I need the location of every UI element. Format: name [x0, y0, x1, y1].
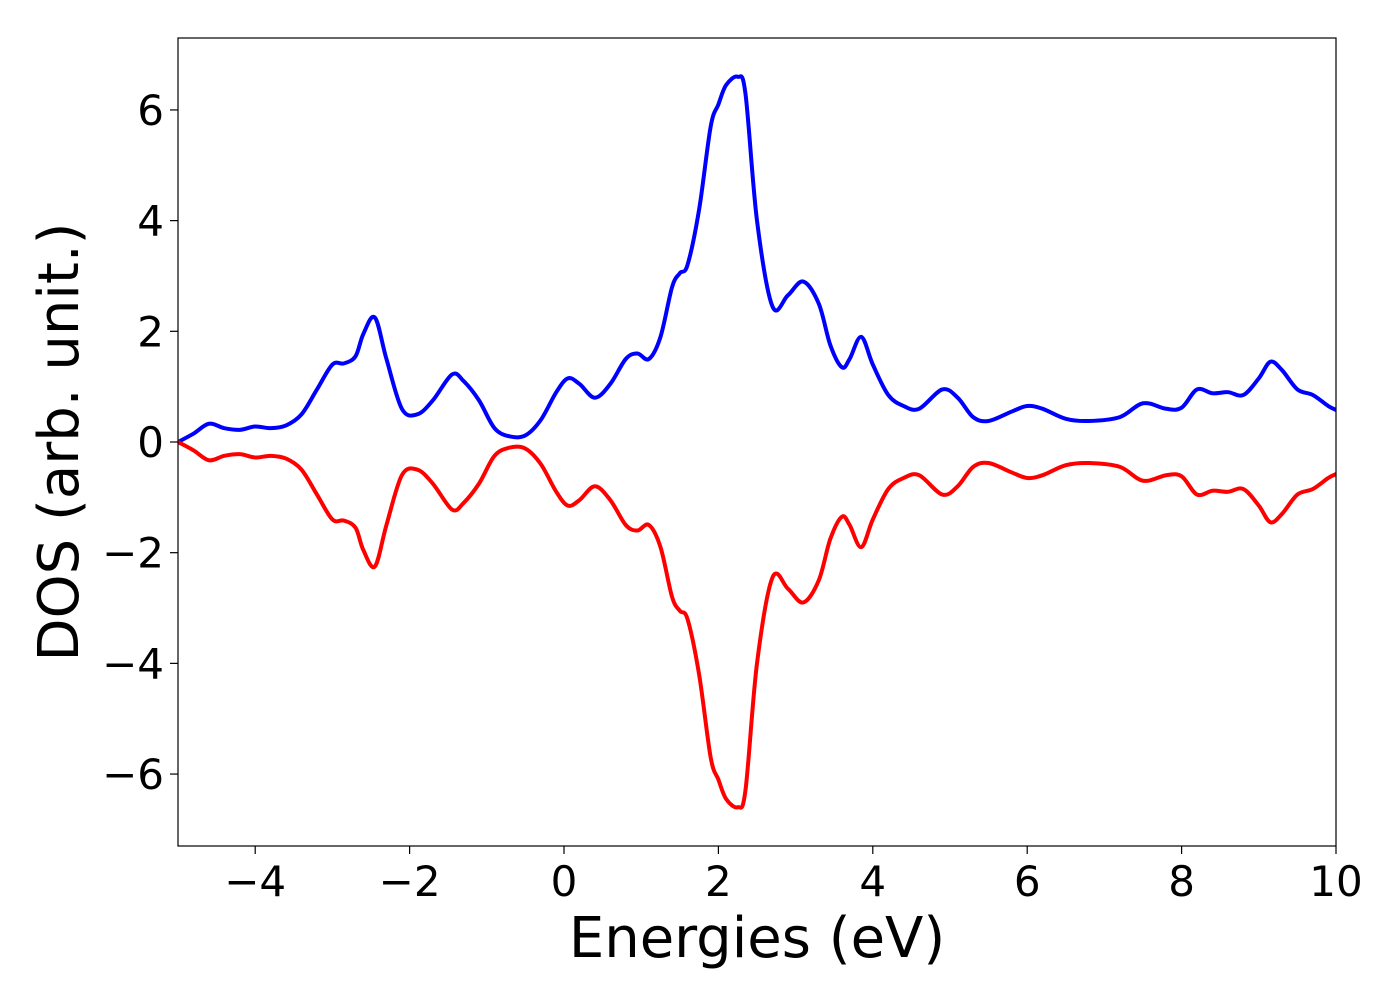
x-tick-label: 0 [551, 857, 578, 906]
x-axis-title: Energies (eV) [569, 906, 945, 971]
series-line-down [178, 440, 1336, 810]
x-tick-label: 6 [1014, 857, 1041, 906]
y-tick-label: 6 [137, 86, 164, 135]
y-tick-label: −6 [102, 750, 164, 799]
y-tick-label: 2 [137, 307, 164, 356]
y-axis-title: DOS (arb. unit.) [27, 222, 92, 661]
series-line-up [178, 74, 1336, 444]
y-tick-label: −2 [102, 529, 164, 578]
plot-area [178, 38, 1336, 846]
x-tick-label: 8 [1168, 857, 1195, 906]
x-tick-label: 10 [1309, 857, 1362, 906]
x-axis-ticks: −4 −2 0 2 4 6 8 10 [224, 846, 1363, 906]
x-tick-label: 2 [705, 857, 732, 906]
x-tick-label: 4 [859, 857, 886, 906]
x-tick-label: −2 [379, 857, 441, 906]
y-tick-label: 0 [137, 418, 164, 467]
y-axis-ticks: −6 −4 −2 0 2 4 6 [102, 86, 178, 799]
y-tick-label: 4 [137, 197, 164, 246]
series-layer [178, 74, 1336, 810]
y-tick-label: −4 [102, 639, 164, 688]
x-tick-label: −4 [224, 857, 286, 906]
